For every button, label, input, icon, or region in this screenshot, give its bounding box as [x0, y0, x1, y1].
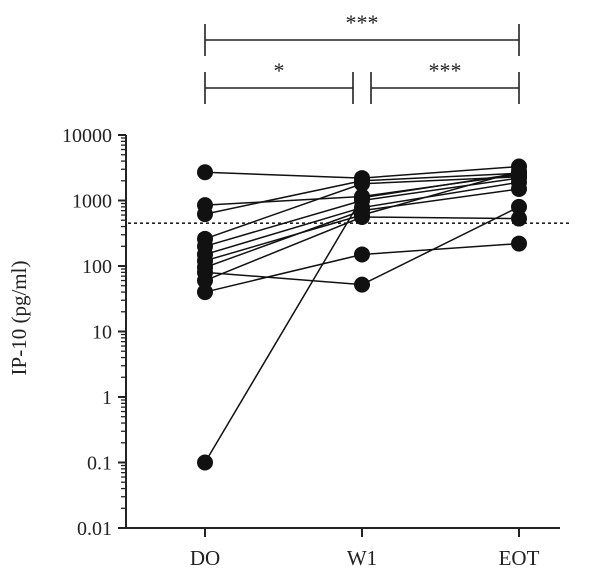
y-tick-label: 100	[82, 256, 112, 278]
y-tick-label: 1	[102, 387, 112, 409]
data-point	[354, 208, 370, 225]
significance-label: ***	[346, 10, 379, 35]
data-point	[197, 284, 213, 301]
x-category-label: EOT	[499, 546, 540, 570]
data-point	[354, 276, 370, 293]
data-point	[354, 189, 370, 206]
data-point	[197, 272, 213, 289]
y-tick-label: 10000	[62, 125, 112, 147]
y-tick-label: 0.01	[77, 518, 112, 540]
data-point	[354, 246, 370, 263]
y-tick-label: 0.1	[87, 453, 112, 475]
data-points	[197, 158, 527, 471]
y-tick-label: 1000	[72, 191, 112, 213]
data-point	[197, 206, 213, 223]
x-category-label: DO	[190, 546, 220, 570]
data-point	[511, 235, 527, 252]
data-point	[197, 164, 213, 181]
x-category-label: W1	[347, 546, 377, 570]
data-point	[511, 180, 527, 197]
significance-brackets: **** ***	[204, 10, 520, 104]
data-point	[511, 165, 527, 182]
data-point	[511, 198, 527, 215]
data-point	[511, 210, 527, 227]
data-point	[354, 175, 370, 192]
y-axis-title: IP-10 (pg/ml)	[7, 261, 31, 376]
significance-label: *	[274, 58, 285, 83]
significance-label: ***	[429, 58, 462, 83]
axes: 0.01 0.1 1 10 100 1000 10000 DO W1 EOT	[62, 125, 560, 570]
y-tick-label: 10	[92, 322, 112, 344]
data-point	[197, 454, 213, 471]
